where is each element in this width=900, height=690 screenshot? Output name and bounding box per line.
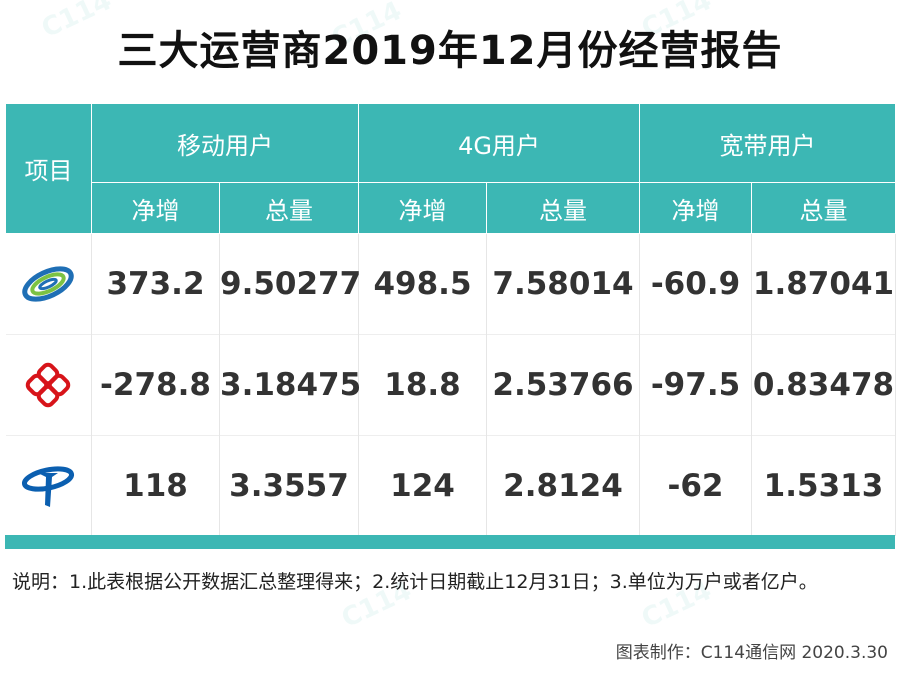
operator-logo-cell: [5, 233, 92, 335]
subheader-net-add: 净增: [358, 182, 487, 234]
4g-net-add-value: 498.5: [358, 233, 487, 335]
subheader-net-add: 净增: [639, 182, 752, 234]
group-header-4g: 4G用户: [358, 103, 640, 183]
subheader-net-add: 净增: [91, 182, 220, 234]
group-header-broadband: 宽带用户: [639, 103, 896, 183]
broadband-total-value: 1.5313: [751, 435, 896, 536]
broadband-total-value: 0.83478: [751, 334, 896, 436]
table-row: 373.2 9.50277 498.5 7.58014 -60.9 1.8704…: [5, 233, 896, 335]
table-bottom-bar: [5, 535, 895, 549]
broadband-net-add-value: -97.5: [639, 334, 752, 436]
subheader-total: 总量: [219, 182, 359, 234]
china-telecom-logo-icon: [22, 466, 75, 507]
4g-total-value: 2.8124: [486, 435, 640, 536]
mobile-total-value: 3.18475: [219, 334, 361, 436]
subheader-total: 总量: [486, 182, 640, 234]
china-mobile-logo-icon: [22, 266, 74, 302]
broadband-net-add-value: -60.9: [639, 233, 752, 335]
broadband-total-value: 1.87041: [751, 233, 896, 335]
item-header: 项目: [5, 103, 92, 234]
4g-net-add-value: 18.8: [358, 334, 487, 436]
4g-total-value: 7.58014: [486, 233, 640, 335]
mobile-net-add-value: -278.8: [91, 334, 220, 436]
mobile-net-add-value: 118: [91, 435, 220, 536]
group-header-mobile: 移动用户: [91, 103, 359, 183]
report-table: 项目 移动用户 4G用户 宽带用户 净增 总量 净增 总量 净增 总量 373.…: [5, 103, 896, 536]
table-row: -278.8 3.18475 18.8 2.53766 -97.5 0.8347…: [5, 334, 896, 436]
mobile-net-add-value: 373.2: [91, 233, 220, 335]
china-unicom-logo-icon: [26, 362, 71, 408]
subheader-total: 总量: [751, 182, 896, 234]
operator-logo-cell: [5, 334, 92, 436]
mobile-total-value: 3.3557: [219, 435, 359, 536]
chart-credit: 图表制作：C114通信网 2020.3.30: [615, 643, 888, 663]
mobile-total-value: 9.50277: [219, 233, 361, 335]
4g-total-value: 2.53766: [486, 334, 640, 436]
table-row: 118 3.3557 124 2.8124 -62 1.5313: [5, 435, 896, 536]
operator-logo-cell: [5, 435, 92, 536]
page-title: 三大运营商2019年12月份经营报告: [117, 28, 783, 74]
broadband-net-add-value: -62: [639, 435, 752, 536]
4g-net-add-value: 124: [358, 435, 487, 536]
footnote: 说明：1.此表根据公开数据汇总整理得来；2.统计日期截止12月31日；3.单位为…: [12, 571, 818, 593]
